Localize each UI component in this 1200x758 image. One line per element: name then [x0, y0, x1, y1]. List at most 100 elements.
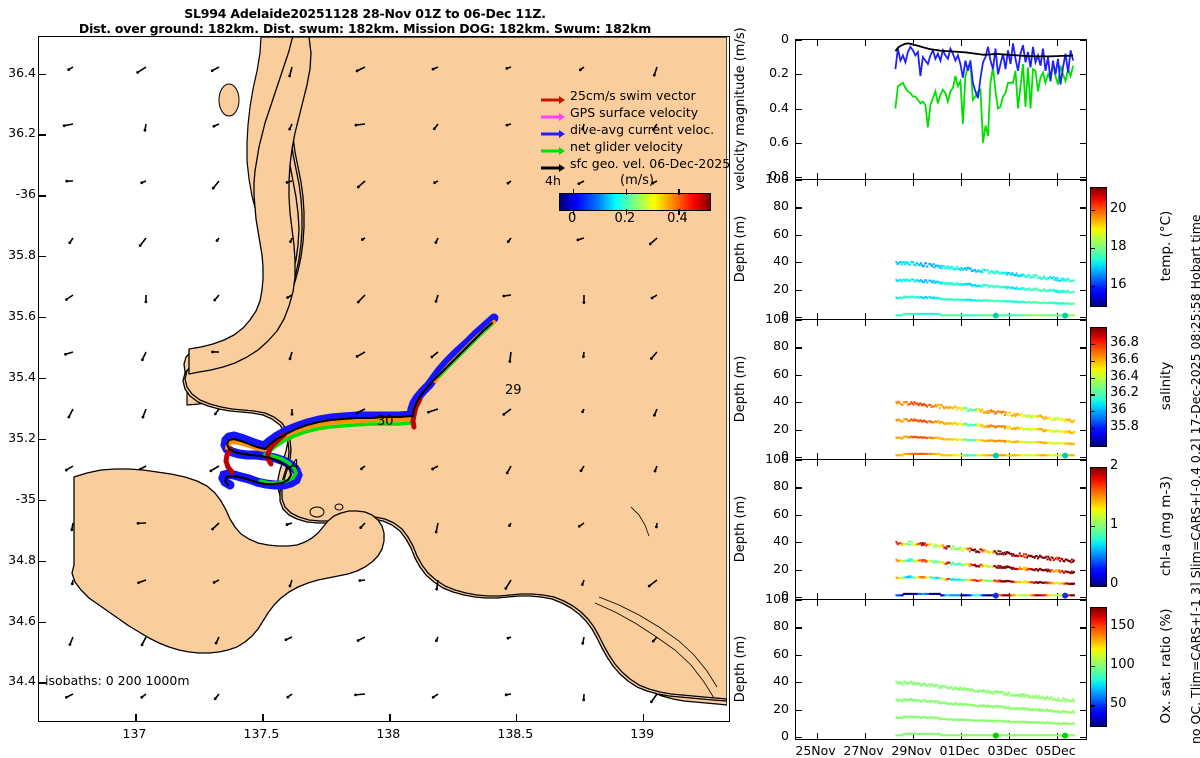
data-point: [895, 261, 897, 263]
data-point: [1064, 698, 1066, 700]
title-line-2: Dist. over ground: 182km. Dist. swum: 18…: [0, 21, 730, 36]
data-point: [926, 593, 928, 595]
y-tick-label: 60: [743, 366, 789, 381]
map-y-tick-label: 34.4: [4, 673, 36, 688]
current-arrow-head: [651, 297, 654, 300]
data-point: [1009, 412, 1011, 414]
data-point: [933, 263, 935, 265]
chlorophyll-panel[interactable]: [795, 459, 1087, 600]
data-point: [924, 683, 926, 685]
map-x-tick: [643, 714, 644, 721]
current-arrow-head: [507, 637, 510, 640]
current-arrow-head: [212, 187, 215, 190]
data-point: [959, 686, 961, 688]
colorbar-tick-label: 36.8: [1110, 335, 1139, 350]
data-point: [902, 404, 904, 406]
colorbar-tick: [1090, 286, 1095, 287]
data-point: [913, 681, 915, 683]
data-point: [1020, 696, 1022, 698]
data-point: [951, 564, 953, 566]
data-point: [962, 409, 964, 411]
current-arrow: [358, 295, 365, 302]
current-arrow-head: [649, 243, 652, 246]
current-arrow-head: [355, 124, 358, 127]
data-point: [926, 701, 928, 703]
salinity-panel[interactable]: [795, 319, 1087, 460]
y-tick-label: 60: [743, 506, 789, 521]
data-point: [898, 683, 900, 685]
data-point: [1014, 413, 1016, 415]
data-point: [951, 548, 953, 550]
legend-arrow-icon: [537, 141, 565, 152]
map-x-tick-label: 137: [99, 726, 169, 741]
surface-marker: [993, 733, 999, 739]
current-arrow-head: [506, 471, 509, 474]
colorbar-tick: [1090, 210, 1095, 211]
map-y-tick-label: -35: [4, 491, 36, 506]
current-arrow-head: [285, 638, 288, 641]
data-point: [1003, 411, 1005, 413]
current-arrow-head: [288, 128, 291, 131]
oxygen-saturation-panel[interactable]: [795, 599, 1087, 740]
current-arrow-head: [577, 238, 580, 241]
data-point: [1059, 280, 1061, 282]
data-point: [1038, 708, 1040, 710]
data-point: [1070, 561, 1072, 563]
data-point: [1058, 557, 1060, 559]
data-point: [1047, 696, 1049, 698]
series-net-glider-velocity: [895, 62, 1073, 142]
colorbar-tick-label: 36.4: [1110, 369, 1139, 384]
velocity-magnitude-panel[interactable]: [795, 39, 1087, 180]
data-point: [969, 550, 971, 552]
glider-track-map[interactable]: 29 30 4 isobaths: 0 200 1000m 25cm/s swi…: [38, 36, 730, 722]
data-point: [955, 268, 957, 270]
current-arrow-head: [652, 640, 655, 643]
data-point: [926, 406, 928, 408]
data-point: [982, 424, 984, 426]
data-point: [965, 267, 967, 269]
data-point: [996, 567, 998, 569]
legend-colorbar-tick-label: 0: [568, 211, 576, 226]
data-point: [1069, 418, 1071, 420]
current-arrow-head: [140, 181, 143, 184]
data-point: [926, 313, 928, 315]
current-arrow-head: [65, 696, 68, 699]
current-arrow-head: [654, 470, 657, 473]
data-point: [902, 701, 904, 703]
data-point: [966, 269, 968, 271]
data-point: [982, 408, 984, 410]
data-point: [1023, 693, 1025, 695]
current-arrow-head: [213, 581, 216, 584]
data-point: [907, 560, 909, 562]
data-point: [906, 418, 908, 420]
data-point: [1071, 559, 1073, 561]
data-point: [1034, 276, 1036, 278]
current-arrow-head: [286, 296, 289, 299]
current-arrow-head: [504, 587, 507, 590]
legend-colorbar-tick: [626, 189, 627, 195]
data-point: [904, 263, 906, 265]
legend-arrow-icon: [537, 90, 565, 101]
data-point: [1073, 594, 1075, 596]
data-point: [934, 686, 936, 688]
data-point: [1032, 695, 1034, 697]
data-point: [951, 686, 953, 688]
current-arrow-head: [211, 69, 214, 72]
legend-item: sfc geo. vel. 06-Dec-2025: [537, 155, 730, 172]
data-point: [1008, 706, 1010, 708]
map-x-tick-label: 138: [353, 726, 423, 741]
data-point: [938, 265, 940, 267]
data-point: [1036, 275, 1038, 277]
current-arrow-head: [361, 238, 364, 241]
current-arrow-head: [289, 585, 292, 588]
data-point: [924, 542, 926, 544]
current-arrow-head: [286, 523, 289, 526]
temperature-panel[interactable]: [795, 179, 1087, 320]
data-point: [1035, 695, 1037, 697]
data-point: [1025, 553, 1027, 555]
legend-item: GPS surface velocity: [537, 104, 730, 121]
current-arrow-head: [288, 74, 291, 77]
data-point: [1005, 553, 1007, 555]
current-arrow-head: [502, 295, 505, 298]
